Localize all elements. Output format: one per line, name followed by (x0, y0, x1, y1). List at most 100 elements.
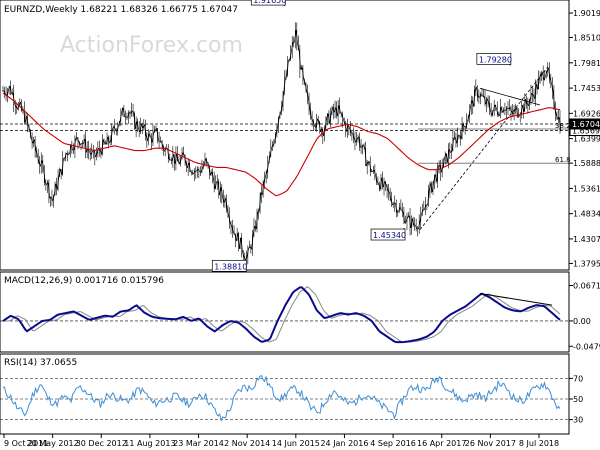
candle-body (480, 94, 483, 97)
candle-body (246, 247, 249, 257)
candle-body (55, 183, 58, 190)
candle-body (382, 181, 386, 188)
candle-body (300, 67, 303, 70)
rsi-tick-label: 30 (573, 416, 583, 425)
candle-body (487, 98, 490, 104)
candle-body (27, 125, 31, 131)
candle-body (396, 210, 399, 213)
candle-body (237, 233, 240, 249)
x-tick-label: 16 Apr 2017 (417, 439, 466, 448)
candle-body (24, 116, 27, 123)
candle-body (315, 118, 318, 128)
candle-body (329, 113, 332, 124)
candle-body (312, 120, 315, 126)
candle-body (127, 112, 130, 118)
annotation-label: 1.79280 (479, 55, 512, 64)
candle-body (129, 112, 131, 114)
candle-body (327, 113, 330, 124)
candle-body (151, 132, 155, 143)
candle-body (268, 156, 271, 164)
candle-body (369, 161, 372, 172)
candle-body (219, 187, 222, 196)
candle-body (289, 50, 292, 60)
candle-body (444, 153, 447, 159)
annotation-box (250, 0, 286, 6)
candle-body (334, 107, 337, 113)
candle-body (520, 105, 523, 115)
annotation-label: 1.91650 (253, 0, 286, 5)
candle-body (177, 161, 180, 165)
candle-body (75, 137, 78, 139)
candle-body (144, 124, 147, 136)
candle-body (96, 148, 99, 154)
candle-body (141, 123, 144, 128)
candle-body (341, 114, 344, 121)
candle-body (542, 72, 545, 80)
candle-body (479, 94, 482, 98)
candle-body (422, 209, 425, 211)
candle-body (182, 152, 185, 156)
candle-body (208, 165, 211, 176)
candle-body (242, 251, 245, 257)
candle-body (330, 107, 334, 114)
candle-body (252, 225, 256, 236)
candle-body (499, 107, 502, 116)
candle-body (419, 213, 422, 222)
candle-body (43, 167, 46, 183)
x-tick-label: 26 Nov 2017 (465, 439, 516, 448)
candle-body (190, 171, 193, 173)
candle-body (285, 74, 288, 79)
candle-body (44, 182, 47, 185)
candle-body (500, 107, 503, 113)
candle-body (367, 161, 370, 163)
candle-body (110, 128, 113, 142)
candle-body (436, 166, 439, 182)
candle-body (483, 96, 487, 105)
candle-body (223, 198, 226, 203)
candle-body (67, 153, 70, 156)
candle-body (214, 181, 217, 189)
annotation-label: 1.38810 (214, 262, 247, 271)
candle-body (375, 175, 378, 183)
candle-body (390, 199, 393, 206)
candle-body (364, 148, 367, 167)
macd-tick-label: 0.067133 (573, 282, 600, 291)
x-tick-label: 14 Jun 2015 (272, 439, 320, 448)
candle-body (153, 129, 156, 133)
candle-body (180, 152, 184, 159)
candle-body (384, 181, 387, 185)
candle-body (38, 162, 41, 167)
candle-body (447, 149, 450, 163)
candle-body (303, 79, 306, 84)
candle-body (58, 168, 61, 177)
candle-body (399, 207, 402, 211)
candle-body (173, 154, 176, 164)
candle-body (433, 174, 436, 182)
candle-body (76, 137, 80, 142)
candle-body (381, 177, 384, 187)
x-tick-label: 30 Dec 2012 (76, 439, 127, 448)
candle-body (306, 91, 309, 98)
candle-body (402, 212, 405, 223)
candle-body (196, 169, 199, 172)
annotation-box (476, 53, 512, 65)
candle-body (53, 183, 57, 196)
macd-y-axis: 0.067133 0.00 -0.047931 (0, 282, 600, 351)
candle-body (494, 104, 497, 109)
candle-body (197, 169, 200, 172)
candle-body (193, 170, 196, 175)
candle-body (113, 126, 116, 130)
candle-body (363, 144, 366, 149)
candle-body (517, 115, 520, 118)
candle-body (531, 92, 534, 96)
candle-body (9, 86, 12, 94)
rsi-title: RSI(14) 37.0655 (4, 358, 77, 368)
main-panel (0, 0, 570, 271)
candle-body (274, 133, 277, 143)
candle-body (200, 167, 203, 173)
candle-body (133, 113, 136, 129)
candle-body (265, 172, 268, 177)
candle-body (60, 168, 63, 175)
y-tick-label: 1.48340 (573, 210, 600, 219)
